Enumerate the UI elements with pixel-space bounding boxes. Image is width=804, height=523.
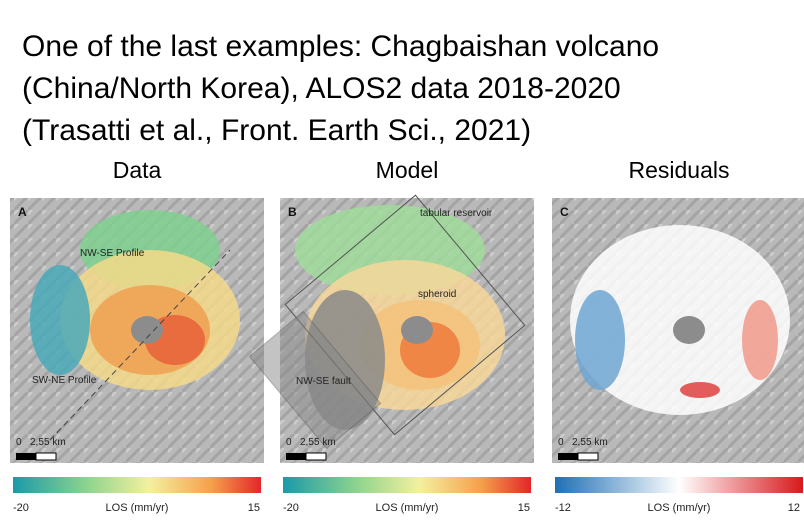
panel-letter: C xyxy=(560,205,569,219)
scale-label: 0 xyxy=(558,437,564,448)
title-line: One of the last examples: Chagbaishan vo… xyxy=(22,30,659,63)
panel-heading: Residuals xyxy=(629,157,730,183)
scale-bar-black xyxy=(558,453,578,460)
colorbar xyxy=(13,477,261,493)
caldera xyxy=(401,316,433,344)
panel-letter: A xyxy=(18,205,27,219)
scale-label: 5 km xyxy=(44,437,66,448)
panel-letter: B xyxy=(288,205,297,219)
scale-bar-white xyxy=(577,452,599,461)
scale-label: 2,5 xyxy=(572,437,586,448)
scale-label: 0 xyxy=(286,437,292,448)
colorbar-max: 15 xyxy=(518,502,530,514)
scale-bar-white xyxy=(35,452,57,461)
title-line: (China/North Korea), ALOS2 data 2018-202… xyxy=(22,72,621,105)
colorbar-label: LOS (mm/yr) xyxy=(648,502,711,514)
scale-label: 2,5 xyxy=(30,437,44,448)
map-annotation: SW-NE Profile xyxy=(32,375,97,386)
panel-heading: Data xyxy=(113,157,162,183)
colorbar xyxy=(555,477,803,493)
colorbar-max: 15 xyxy=(248,502,260,514)
map-deformation xyxy=(575,290,625,390)
map-annotation: spheroid xyxy=(418,289,456,300)
scale-label: 5 km xyxy=(314,437,336,448)
map-annotation: NW-SE Profile xyxy=(80,248,145,259)
scale-label: 5 km xyxy=(586,437,608,448)
colorbar-min: -20 xyxy=(283,502,299,514)
colorbar-min: -12 xyxy=(555,502,571,514)
scale-bar-black xyxy=(286,453,306,460)
scale-bar-white xyxy=(305,452,327,461)
colorbar xyxy=(283,477,531,493)
profile-line xyxy=(49,249,231,441)
panel-heading: Model xyxy=(376,157,439,183)
map-deformation xyxy=(680,382,720,398)
colorbar-label: LOS (mm/yr) xyxy=(376,502,439,514)
colorbar-min: -20 xyxy=(13,502,29,514)
map-deformation xyxy=(30,265,90,375)
title-line: (Trasatti et al., Front. Earth Sci., 202… xyxy=(22,114,531,147)
caldera xyxy=(673,316,705,344)
map-annotation: NW-SE fault xyxy=(296,376,351,387)
scale-label: 0 xyxy=(16,437,22,448)
map-annotation: tabular reservoir xyxy=(420,208,493,219)
caldera xyxy=(131,316,163,344)
scale-bar-black xyxy=(16,453,36,460)
fault-plane xyxy=(248,310,382,450)
colorbar-label: LOS (mm/yr) xyxy=(106,502,169,514)
colorbar-max: 12 xyxy=(788,502,800,514)
map-deformation xyxy=(742,300,778,380)
scale-label: 2,5 xyxy=(300,437,314,448)
